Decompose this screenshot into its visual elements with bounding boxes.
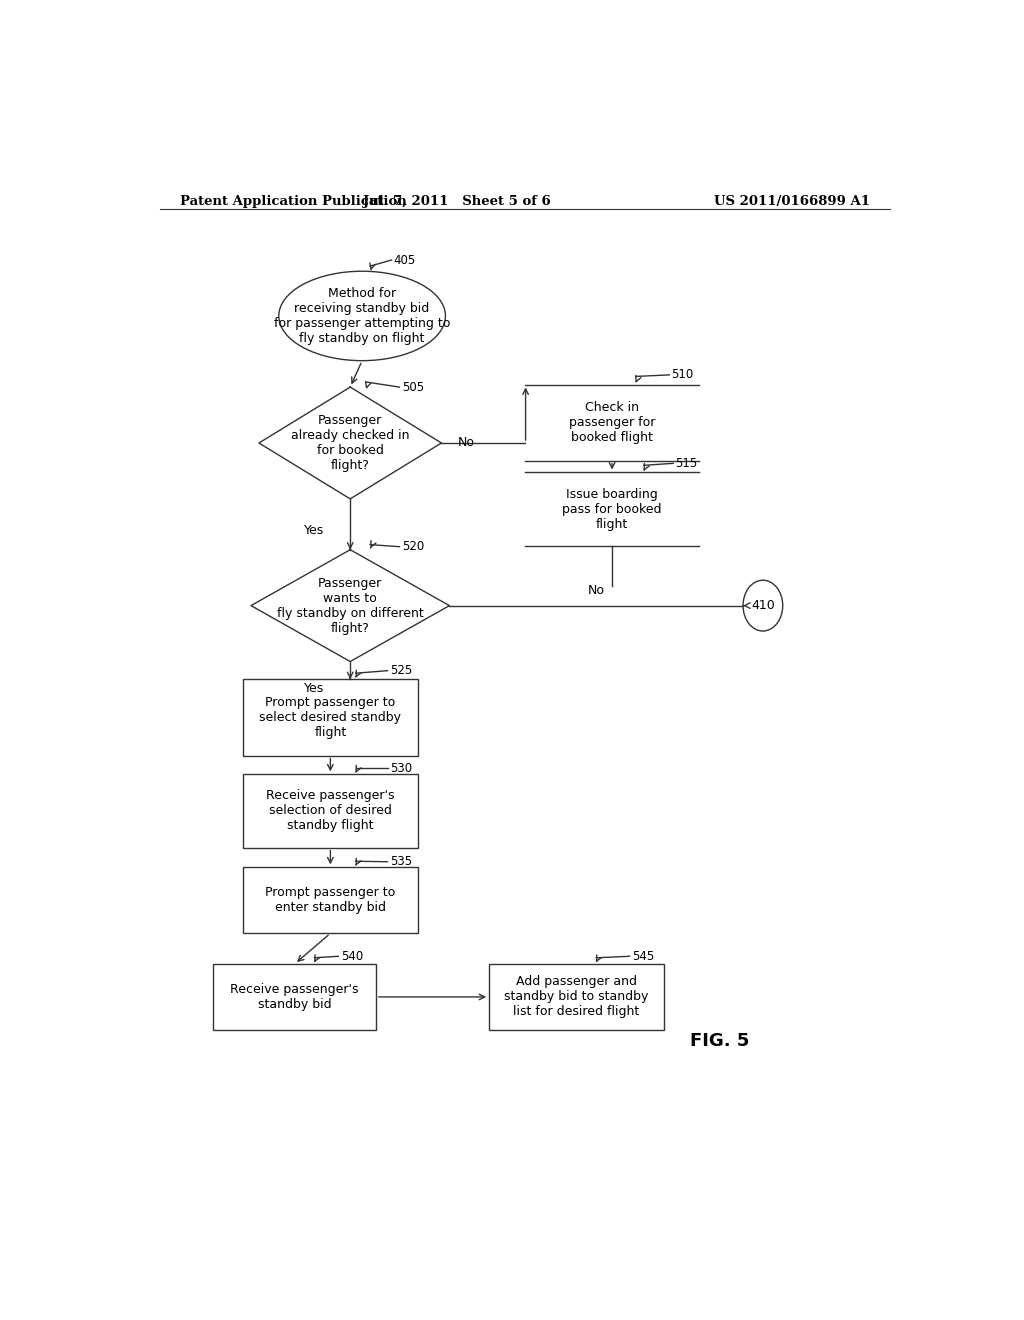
- Bar: [243, 775, 418, 847]
- Text: 515: 515: [676, 457, 697, 470]
- Text: FIG. 5: FIG. 5: [689, 1032, 749, 1049]
- Text: 530: 530: [390, 762, 412, 775]
- Bar: [213, 964, 376, 1030]
- Text: Jul. 7, 2011   Sheet 5 of 6: Jul. 7, 2011 Sheet 5 of 6: [364, 194, 551, 207]
- Text: Check in
passenger for
booked flight: Check in passenger for booked flight: [569, 401, 655, 444]
- Bar: [489, 964, 664, 1030]
- Text: Passenger
wants to
fly standby on different
flight?: Passenger wants to fly standby on differ…: [276, 577, 424, 635]
- Text: Prompt passenger to
enter standby bid: Prompt passenger to enter standby bid: [265, 886, 395, 915]
- Text: 520: 520: [401, 540, 424, 553]
- Text: Passenger
already checked in
for booked
flight?: Passenger already checked in for booked …: [291, 414, 410, 473]
- Text: Method for
receiving standby bid
for passenger attempting to
fly standby on flig: Method for receiving standby bid for pas…: [274, 286, 451, 345]
- Text: 405: 405: [394, 253, 416, 267]
- Text: Yes: Yes: [304, 682, 325, 694]
- Text: Prompt passenger to
select desired standby
flight: Prompt passenger to select desired stand…: [259, 696, 401, 739]
- Text: Patent Application Publication: Patent Application Publication: [179, 194, 407, 207]
- Text: Receive passenger's
selection of desired
standby flight: Receive passenger's selection of desired…: [266, 789, 394, 833]
- Text: Add passenger and
standby bid to standby
list for desired flight: Add passenger and standby bid to standby…: [504, 975, 648, 1019]
- Text: 410: 410: [751, 599, 775, 612]
- Text: 540: 540: [341, 950, 362, 962]
- Text: Yes: Yes: [304, 524, 325, 537]
- Text: 535: 535: [390, 855, 412, 869]
- Text: 505: 505: [401, 380, 424, 393]
- Text: Issue boarding
pass for booked
flight: Issue boarding pass for booked flight: [562, 487, 662, 531]
- Text: No: No: [458, 437, 474, 450]
- Bar: [243, 680, 418, 755]
- Text: No: No: [588, 585, 605, 598]
- Text: Receive passenger's
standby bid: Receive passenger's standby bid: [230, 983, 358, 1011]
- Bar: [243, 867, 418, 933]
- Text: 545: 545: [632, 950, 654, 962]
- Text: 525: 525: [390, 664, 412, 677]
- Text: US 2011/0166899 A1: US 2011/0166899 A1: [714, 194, 870, 207]
- Text: 510: 510: [672, 368, 694, 381]
